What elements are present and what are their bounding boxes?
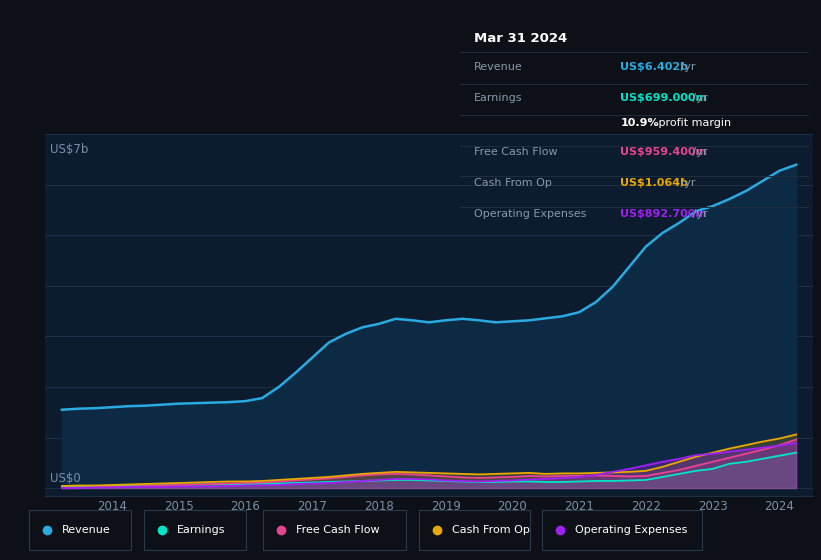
Text: US$892.700m: US$892.700m [621,209,707,219]
Text: US$6.402b: US$6.402b [621,62,688,72]
Text: 10.9%: 10.9% [621,118,659,128]
Text: Earnings: Earnings [474,94,522,104]
Text: Operating Expenses: Operating Expenses [474,209,586,219]
Text: US$699.000m: US$699.000m [621,94,707,104]
Text: Earnings: Earnings [177,525,225,535]
Text: Revenue: Revenue [62,525,110,535]
Text: Mar 31 2024: Mar 31 2024 [474,32,567,45]
Text: /yr: /yr [690,209,708,219]
Text: US$959.400m: US$959.400m [621,147,707,157]
Text: US$1.064b: US$1.064b [621,178,688,188]
Text: profit margin: profit margin [655,118,732,128]
Text: Free Cash Flow: Free Cash Flow [474,147,557,157]
Text: Cash From Op: Cash From Op [452,525,530,535]
Text: /yr: /yr [690,94,708,104]
Text: /yr: /yr [677,178,695,188]
Text: Free Cash Flow: Free Cash Flow [296,525,379,535]
Text: Operating Expenses: Operating Expenses [575,525,687,535]
Text: /yr: /yr [677,62,695,72]
Text: Cash From Op: Cash From Op [474,178,552,188]
Text: /yr: /yr [690,147,708,157]
Text: Revenue: Revenue [474,62,522,72]
Text: US$0: US$0 [51,472,81,485]
Text: US$7b: US$7b [51,143,89,156]
